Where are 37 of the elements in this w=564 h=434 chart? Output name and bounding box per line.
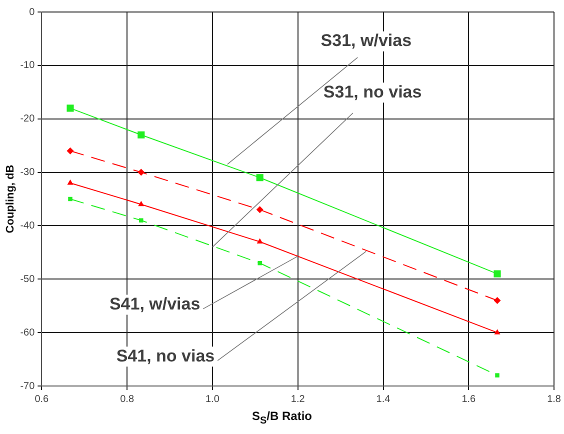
point (258, 260, 262, 266)
annotation: S41, w/vias (109, 294, 200, 314)
point (256, 174, 264, 182)
y-tick-label: -40 (20, 220, 36, 232)
point (495, 373, 500, 378)
point (138, 168, 145, 176)
annotation: S41, no vias (116, 346, 215, 366)
annotation: S31, no vias (323, 82, 422, 102)
point (138, 200, 144, 206)
y-tick-label: -60 (20, 327, 36, 338)
x-tick-label: 1.2 (290, 394, 306, 405)
x-tick-label: 0.8 (120, 394, 134, 405)
point (256, 238, 263, 244)
annotation: S31, w/vias (320, 31, 412, 50)
y-tick-label: -50 (20, 274, 36, 285)
x-tick-label: 1.8 (547, 394, 562, 405)
point (66, 147, 74, 154)
y-tick-label: 0 (29, 6, 36, 18)
point (67, 179, 74, 185)
y-axis-title: Coupling, dB (4, 164, 17, 234)
point (494, 329, 500, 334)
x-axis-title: S$_{S}$/B Ratio (250, 409, 314, 426)
y-tick-label: -30 (20, 167, 36, 178)
point (494, 270, 501, 278)
point (494, 297, 501, 304)
point (138, 131, 145, 138)
point (256, 206, 264, 214)
x-tick-label: 1.4 (376, 394, 391, 405)
point (68, 196, 72, 202)
point (66, 104, 74, 112)
x-tick-label: 1.6 (462, 394, 476, 405)
y-tick-label: -70 (20, 380, 36, 392)
point (139, 218, 144, 222)
x-tick-label: 0.6 (34, 394, 50, 405)
y-tick-label: -10 (20, 60, 36, 72)
x-tick-label: 1.0 (206, 394, 220, 405)
y-tick-label: -20 (20, 114, 36, 125)
